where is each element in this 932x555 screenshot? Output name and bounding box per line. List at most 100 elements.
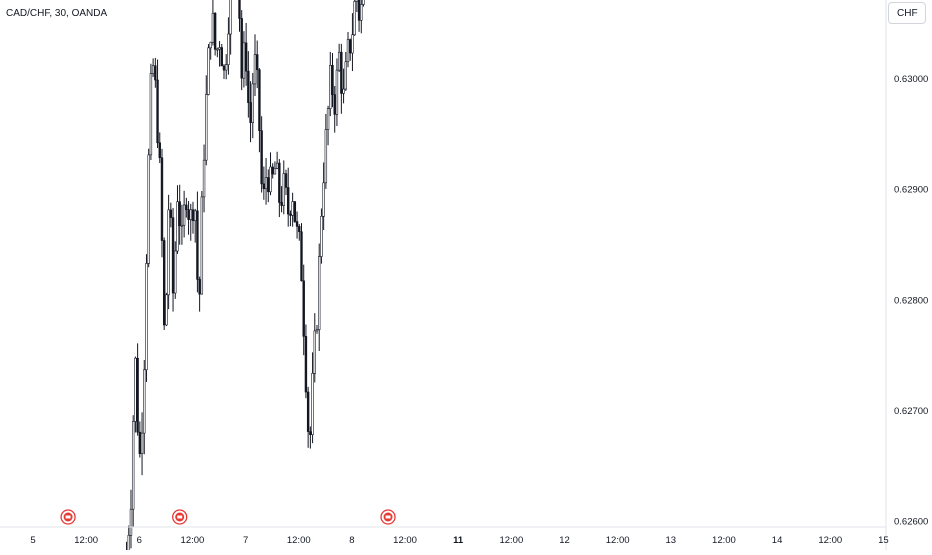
candle-body: [313, 330, 316, 374]
candle-body: [131, 421, 135, 510]
candle-body: [357, 0, 361, 21]
candle-body: [280, 202, 283, 206]
candle-body: [346, 39, 350, 63]
candle: [209, 41, 212, 60]
candle: [176, 185, 179, 254]
price-tick-label: 0.62600: [894, 517, 928, 528]
candle: [225, 54, 228, 80]
candle: [138, 421, 142, 458]
candle-body: [251, 83, 254, 123]
candle-body: [171, 217, 175, 294]
candle-body: [180, 224, 184, 227]
candles-layer: [125, 0, 365, 555]
candle-body: [326, 108, 330, 130]
candle-body: [244, 42, 248, 72]
candle-body: [306, 391, 310, 432]
candle-body: [258, 69, 261, 131]
candle: [229, 0, 232, 55]
candle-body: [185, 204, 188, 210]
candle-body: [134, 357, 137, 422]
time-tick-label: 12:00: [74, 535, 98, 546]
time-tick-label: 12:00: [393, 535, 417, 546]
candle-body: [304, 336, 308, 393]
candle: [187, 200, 190, 235]
candle-body: [264, 177, 268, 190]
time-tick-label: 12:00: [712, 535, 736, 546]
candle: [140, 412, 144, 476]
candle: [293, 201, 297, 223]
candle: [273, 161, 277, 175]
candle: [171, 207, 175, 312]
candle-body: [298, 226, 301, 233]
candle: [127, 525, 130, 555]
candle: [158, 132, 161, 163]
candle: [275, 151, 279, 170]
candle-body: [200, 196, 204, 295]
time-tick-label: 8: [349, 535, 354, 546]
candle: [344, 51, 347, 91]
candle: [260, 116, 263, 193]
candle: [329, 51, 332, 117]
candle-body: [267, 177, 270, 193]
candle: [302, 264, 305, 356]
candle: [315, 324, 319, 334]
candle-body: [222, 65, 226, 71]
candle: [322, 162, 325, 230]
time-axis[interactable]: 5 12:00 6 12:00 7 12:00 8 12:00 11 12:00 12 12:00 13…: [0, 526, 889, 546]
event-marker-icon[interactable]: [172, 509, 188, 525]
candle: [154, 57, 157, 88]
candle-body: [225, 64, 228, 71]
candle-body: [275, 162, 279, 169]
currency-button[interactable]: CHF: [888, 2, 926, 24]
candle-body: [269, 166, 272, 193]
candle: [298, 224, 301, 241]
candle: [200, 191, 204, 295]
candle-body: [169, 209, 173, 218]
candle: [269, 152, 272, 196]
time-tick-label: 12: [559, 535, 570, 546]
candle-body: [207, 47, 210, 95]
event-marker-flag: [65, 515, 71, 519]
candle: [207, 44, 210, 96]
candle: [287, 167, 290, 227]
candle: [360, 0, 363, 34]
time-tick-label: 12:00: [181, 535, 205, 546]
event-marker-icon[interactable]: [380, 509, 396, 525]
candle-body: [315, 329, 319, 332]
candle: [167, 194, 170, 310]
time-tick-label: 5: [30, 535, 35, 546]
time-tick-label: 12:00: [287, 535, 311, 546]
candle-body: [242, 42, 246, 79]
time-tick-label: 13: [666, 535, 677, 546]
candle: [145, 254, 148, 382]
candle: [189, 203, 192, 241]
candle: [313, 313, 316, 383]
candle: [331, 53, 334, 108]
event-marker-icon[interactable]: [60, 509, 76, 525]
price-tick-label: 0.62800: [894, 295, 928, 306]
candle: [326, 105, 330, 146]
candle-body: [167, 209, 170, 296]
candle-body: [238, 0, 241, 19]
candle: [278, 159, 281, 218]
candle: [333, 86, 336, 133]
time-tick-label: 12:00: [499, 535, 523, 546]
candle: [191, 201, 195, 234]
candle-body: [256, 54, 259, 71]
candle: [247, 51, 250, 118]
price-axis[interactable]: 0.639000.638000.637000.636000.635000.634…: [885, 0, 932, 550]
candle: [218, 41, 221, 67]
time-tick-label: 7: [243, 535, 248, 546]
candle-body: [300, 231, 303, 282]
candle: [182, 190, 186, 238]
candle-body: [249, 102, 252, 123]
price-tick-label: 0.62900: [894, 185, 928, 196]
candle-body: [295, 221, 299, 227]
candle-body: [293, 201, 297, 222]
candle-body: [333, 94, 336, 115]
candle-body: [324, 129, 328, 184]
candle: [242, 31, 246, 88]
candle-body: [260, 130, 263, 185]
